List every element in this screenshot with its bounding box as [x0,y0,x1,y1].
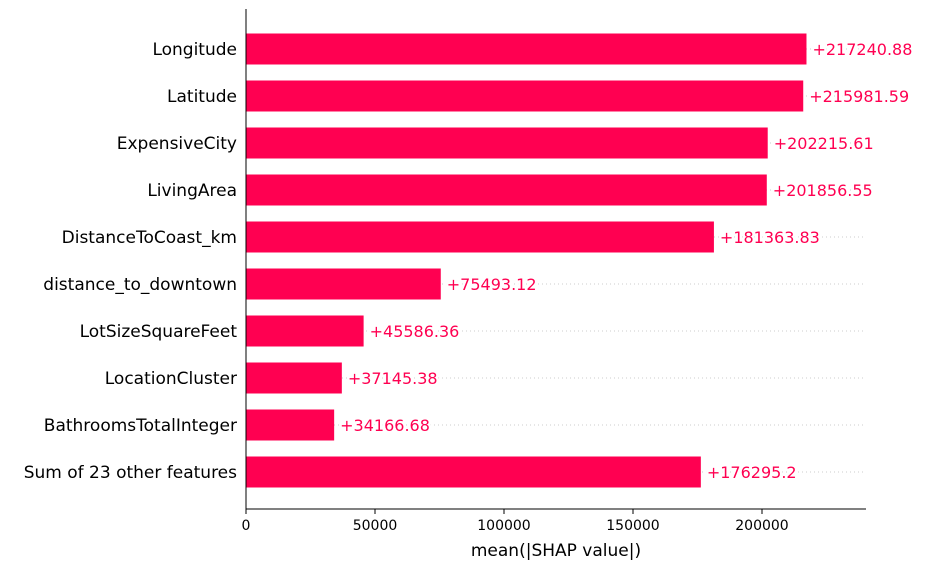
bar-value-label: +217240.88 [812,40,912,59]
bar-value-label: +181363.83 [720,228,820,247]
category-label: LivingArea [147,181,237,201]
category-label: LotSizeSquareFeet [80,322,238,342]
bar [246,127,768,159]
bar [246,80,804,112]
bar [246,362,342,394]
x-tick-label: 0 [242,518,251,534]
x-axis-label: mean(|SHAP value|) [471,541,641,561]
x-tick-label: 150000 [606,518,659,534]
category-label: Sum of 23 other features [24,463,237,483]
x-tick-label: 100000 [477,518,530,534]
bar [246,409,335,441]
bar-value-label: +37145.38 [348,369,438,388]
bar-value-label: +215981.59 [809,87,909,106]
bars [246,33,807,488]
bar [246,268,441,300]
x-tick-label: 200000 [735,518,788,534]
category-label: LocationCluster [105,369,237,389]
bar-value-label: +75493.12 [447,275,537,294]
value-labels: +217240.88 +215981.59 +202215.61 +201856.55… [338,38,915,485]
category-label: Latitude [167,87,237,107]
category-label: distance_to_downtown [43,275,237,295]
category-label: BathroomsTotalInteger [44,416,237,436]
bar [246,33,807,65]
bar [246,221,714,253]
category-labels: Longitude Latitude ExpensiveCity LivingArea… [24,40,238,483]
bar [246,315,364,347]
category-label: ExpensiveCity [117,134,237,154]
bar-value-label: +202215.61 [774,134,874,153]
axes [245,9,866,510]
bar-value-label: +34166.68 [340,416,430,435]
category-label: Longitude [152,40,237,60]
x-tick-label: 50000 [353,518,398,534]
bar-value-label: +201856.55 [773,181,873,200]
x-ticks: 0 50000 100000 150000 200000 [242,509,789,534]
category-label: DistanceToCoast_km [62,228,237,248]
bar-value-label: +45586.36 [370,322,460,341]
bar-value-label: +176295.2 [707,463,797,482]
dotted-guide-lines [246,48,866,473]
bar [246,456,701,488]
bar [246,174,767,206]
